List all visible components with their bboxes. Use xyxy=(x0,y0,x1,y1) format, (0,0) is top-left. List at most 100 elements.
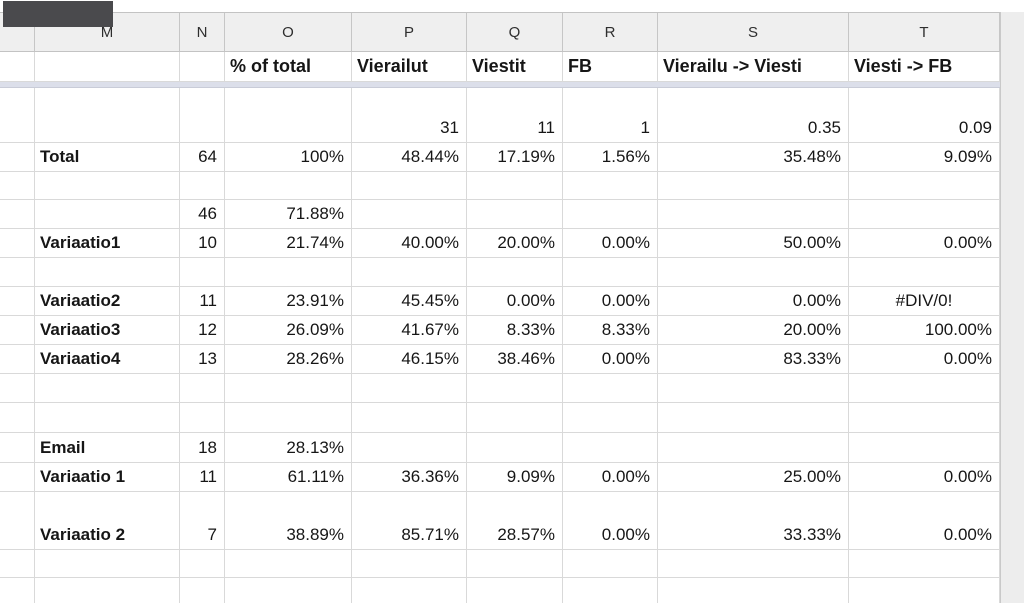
cell-m[interactable] xyxy=(35,258,180,286)
header-vierailu-viesti[interactable]: Vierailu -> Viesti xyxy=(658,52,849,81)
cell-m[interactable]: Variaatio2 xyxy=(35,287,180,315)
cell-q[interactable] xyxy=(467,550,563,577)
cell-o[interactable] xyxy=(225,88,352,142)
cell-q[interactable]: 17.19% xyxy=(467,143,563,171)
cell-q[interactable] xyxy=(467,433,563,462)
cell-s[interactable] xyxy=(658,374,849,402)
cell-n[interactable]: 46 xyxy=(180,200,225,228)
cell-sliver[interactable] xyxy=(0,143,35,171)
cell-p[interactable] xyxy=(352,403,467,432)
cell-p[interactable] xyxy=(352,200,467,228)
cell-n[interactable]: 11 xyxy=(180,463,225,491)
cell-sliver[interactable] xyxy=(0,172,35,199)
cell-t[interactable] xyxy=(849,258,1000,286)
cell-sliver[interactable] xyxy=(0,345,35,373)
cell-r[interactable] xyxy=(563,403,658,432)
cell-o[interactable]: 61.11% xyxy=(225,463,352,491)
cell-t[interactable] xyxy=(849,172,1000,199)
cell-q[interactable] xyxy=(467,374,563,402)
cell-o[interactable]: 71.88% xyxy=(225,200,352,228)
cell-o[interactable] xyxy=(225,578,352,603)
cell-p[interactable]: 46.15% xyxy=(352,345,467,373)
cell-r[interactable] xyxy=(563,258,658,286)
cell-n[interactable]: 11 xyxy=(180,287,225,315)
cell-s[interactable]: 83.33% xyxy=(658,345,849,373)
cell-n[interactable]: 7 xyxy=(180,492,225,549)
header-fb[interactable]: FB xyxy=(563,52,658,81)
cell-n[interactable] xyxy=(180,374,225,402)
cell-o[interactable]: 28.13% xyxy=(225,433,352,462)
cell-r[interactable] xyxy=(563,433,658,462)
column-header-P[interactable]: P xyxy=(352,13,467,51)
cell-r[interactable]: 0.00% xyxy=(563,229,658,257)
cell-s[interactable]: 0.00% xyxy=(658,287,849,315)
cell-m[interactable]: Variaatio4 xyxy=(35,345,180,373)
cell-t[interactable]: 0.00% xyxy=(849,229,1000,257)
cell-r[interactable] xyxy=(563,550,658,577)
cell-t[interactable] xyxy=(849,374,1000,402)
cell-o[interactable] xyxy=(225,258,352,286)
cell-m[interactable]: Total xyxy=(35,143,180,171)
cell-t[interactable] xyxy=(849,578,1000,603)
cell-sliver[interactable] xyxy=(0,403,35,432)
cell-r[interactable]: 0.00% xyxy=(563,463,658,491)
header-viesti-fb[interactable]: Viesti -> FB xyxy=(849,52,1000,81)
cell-q[interactable]: 0.00% xyxy=(467,287,563,315)
cell-s[interactable] xyxy=(658,578,849,603)
cell-r[interactable]: 1.56% xyxy=(563,143,658,171)
cell-m[interactable] xyxy=(35,550,180,577)
cell-r[interactable]: 8.33% xyxy=(563,316,658,344)
cell-n[interactable] xyxy=(180,578,225,603)
column-header-Q[interactable]: Q xyxy=(467,13,563,51)
cell-p[interactable]: 36.36% xyxy=(352,463,467,491)
cell-sliver[interactable] xyxy=(0,374,35,402)
cell-sliver[interactable] xyxy=(0,229,35,257)
cell-n[interactable] xyxy=(180,258,225,286)
cell-n[interactable]: 13 xyxy=(180,345,225,373)
column-header-T[interactable]: T xyxy=(849,13,1000,51)
cell-m[interactable]: Variaatio 1 xyxy=(35,463,180,491)
cell-o[interactable] xyxy=(225,374,352,402)
cell-n[interactable] xyxy=(180,550,225,577)
column-header-R[interactable]: R xyxy=(563,13,658,51)
cell-p[interactable] xyxy=(352,578,467,603)
cell-p[interactable]: 41.67% xyxy=(352,316,467,344)
header-vierailut[interactable]: Vierailut xyxy=(352,52,467,81)
cell-p[interactable]: 31 xyxy=(352,88,467,142)
cell-q[interactable]: 11 xyxy=(467,88,563,142)
cell-t[interactable]: 9.09% xyxy=(849,143,1000,171)
cell-m[interactable] xyxy=(35,374,180,402)
cell-s[interactable] xyxy=(658,550,849,577)
cell-n[interactable]: 64 xyxy=(180,143,225,171)
cell-sliver[interactable] xyxy=(0,88,35,142)
cell-o[interactable]: 28.26% xyxy=(225,345,352,373)
cell-q[interactable]: 38.46% xyxy=(467,345,563,373)
cell-t[interactable]: 0.00% xyxy=(849,345,1000,373)
cell-sliver[interactable] xyxy=(0,287,35,315)
cell-sliver[interactable] xyxy=(0,463,35,491)
cell-o[interactable] xyxy=(225,550,352,577)
cell-sliver[interactable] xyxy=(0,492,35,549)
cell-sliver[interactable] xyxy=(0,316,35,344)
cell-o[interactable]: 23.91% xyxy=(225,287,352,315)
cell-r[interactable] xyxy=(563,374,658,402)
cell-t[interactable]: 0.00% xyxy=(849,463,1000,491)
header-pct-of-total[interactable]: % of total xyxy=(225,52,352,81)
cell-t[interactable] xyxy=(849,200,1000,228)
cell-p[interactable]: 85.71% xyxy=(352,492,467,549)
cell-q[interactable]: 28.57% xyxy=(467,492,563,549)
cell-sliver[interactable] xyxy=(0,550,35,577)
cell-n[interactable] xyxy=(180,172,225,199)
cell-sliver[interactable] xyxy=(0,258,35,286)
cell-n[interactable]: 18 xyxy=(180,433,225,462)
cell-sliver[interactable] xyxy=(0,200,35,228)
cell-r[interactable] xyxy=(563,200,658,228)
cell-o[interactable]: 38.89% xyxy=(225,492,352,549)
column-header-O[interactable]: O xyxy=(225,13,352,51)
cell-o[interactable]: 100% xyxy=(225,143,352,171)
cell-n[interactable] xyxy=(180,88,225,142)
cell-m[interactable] xyxy=(35,403,180,432)
cell-q[interactable]: 8.33% xyxy=(467,316,563,344)
cell-s[interactable] xyxy=(658,172,849,199)
cell-r[interactable] xyxy=(563,578,658,603)
